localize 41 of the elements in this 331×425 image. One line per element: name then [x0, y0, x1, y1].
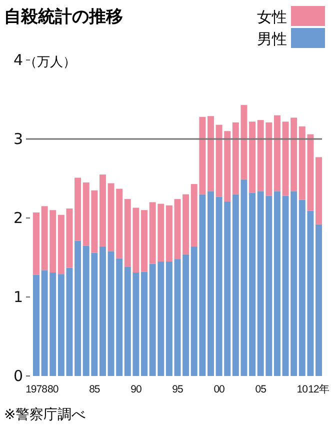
x-tick-label: 80 [48, 383, 59, 396]
bar [207, 116, 214, 192]
bar [99, 246, 106, 376]
bar [249, 122, 256, 193]
bar [182, 194, 190, 254]
x-tick-label: 1978 [26, 383, 48, 396]
x-tick-label: 12年 [308, 383, 330, 396]
bar [316, 224, 322, 376]
bar [274, 115, 280, 192]
y-tick-label: 4 [13, 50, 23, 69]
bar [141, 210, 148, 272]
legend-label: 男性 [257, 30, 287, 48]
y-tick-label: 1 [13, 288, 23, 306]
bar [166, 205, 172, 262]
bar [274, 191, 280, 376]
bar [141, 272, 148, 376]
y-axis-title: （万人） [24, 55, 76, 70]
bar [74, 240, 82, 376]
bar [33, 212, 40, 275]
bar [174, 259, 181, 376]
x-tick-label: 10 [296, 383, 308, 396]
x-tick-label: 00 [214, 383, 226, 396]
bar [33, 274, 40, 376]
bar [316, 157, 322, 224]
bar [174, 199, 181, 260]
x-tick-label: 90 [130, 383, 142, 396]
x-tick-label: 05 [255, 383, 267, 396]
chart-title: 自殺統計の推移 [4, 7, 123, 27]
y-tick-label: 0 [13, 366, 23, 385]
bar [207, 191, 214, 376]
y-tick-label: 3 [13, 130, 23, 148]
text: ※警察庁調べ [4, 407, 86, 423]
x-tick-label: 85 [89, 383, 100, 396]
bar [74, 178, 82, 241]
y-tick-label: 2 [13, 208, 23, 227]
bar [249, 192, 256, 376]
x-tick-label: 95 [172, 383, 184, 396]
legend-label: 女性 [257, 8, 287, 26]
bar [182, 254, 190, 376]
bar [166, 261, 172, 376]
bar [99, 174, 106, 246]
